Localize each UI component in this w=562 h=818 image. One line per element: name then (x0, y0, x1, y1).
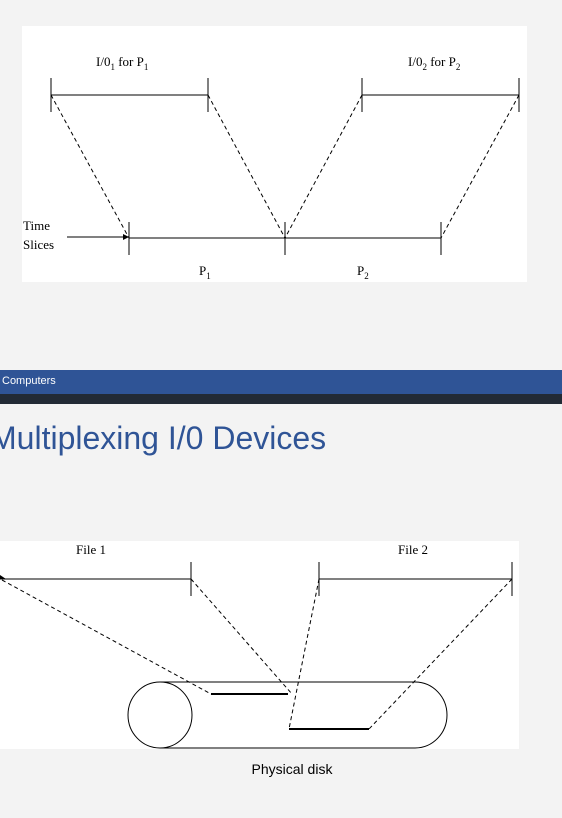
footer-text: Computers (2, 375, 56, 387)
slices-label: Slices (23, 237, 54, 252)
slide-title: Multiplexing I/0 Devices (0, 420, 327, 456)
map-line-4 (440, 94, 520, 239)
time-label: Time (23, 218, 50, 233)
file1-label: File 1 (76, 542, 106, 557)
disk-outline (160, 681, 448, 749)
slide-footer: Computers (0, 370, 562, 394)
p1-label: P1 (199, 263, 211, 281)
io1-label: I/01 for P1 (96, 54, 148, 72)
file1-arrow-head (0, 575, 6, 579)
map-file1-left (1, 579, 212, 695)
map-line-1 (50, 94, 130, 239)
map-line-2 (207, 94, 286, 239)
time-arrow-head (123, 234, 129, 240)
slide-separator (0, 394, 562, 404)
slide-top: I/01 for P1 I/02 for P2 Time Slices P1 P… (0, 0, 562, 370)
timeslice-svg: I/01 for P1 I/02 for P2 Time Slices P1 P… (23, 54, 520, 281)
disk-multiplex-diagram: File 1 File 2 (0, 541, 519, 749)
file2-label: File 2 (398, 542, 428, 557)
timeslice-diagram: I/01 for P1 I/02 for P2 Time Slices P1 P… (22, 26, 527, 282)
p2-label: P2 (357, 263, 369, 281)
io2-label: I/02 for P2 (408, 54, 460, 72)
disk-caption: Physical disk (251, 761, 333, 777)
disk-svg: File 1 File 2 (0, 542, 513, 749)
disk-end-cap (127, 681, 193, 749)
map-file2-left (288, 578, 320, 730)
map-line-3 (284, 94, 363, 239)
map-file2-right (368, 578, 513, 730)
map-file1-right (190, 578, 293, 695)
